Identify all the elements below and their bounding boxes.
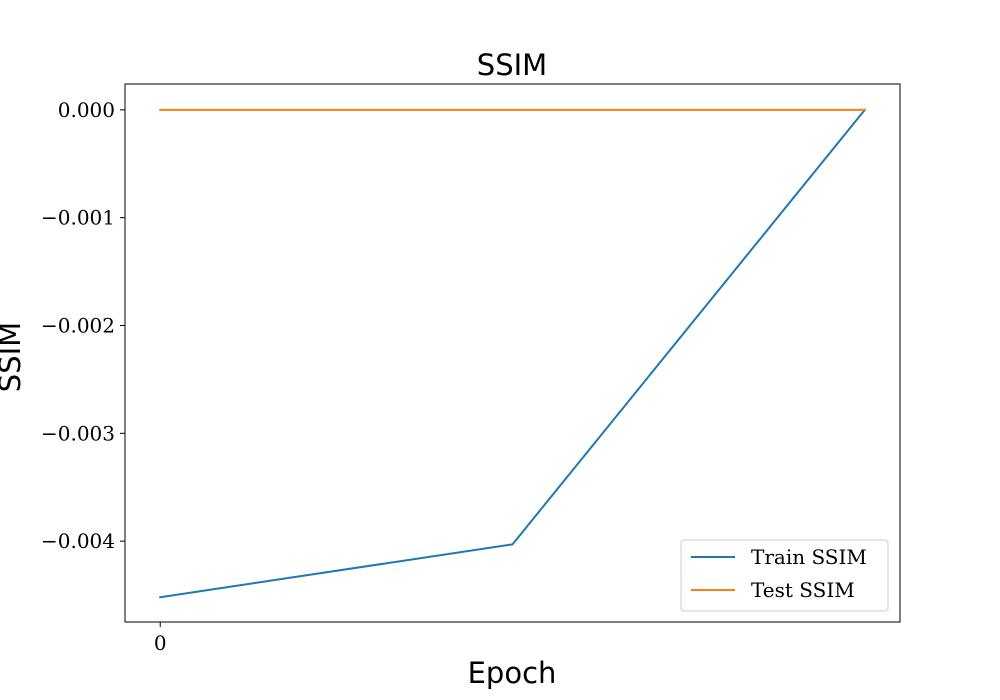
- y-tick-label: −0.004: [41, 529, 115, 553]
- y-axis: 0.000 −0.001 −0.002 −0.003 −0.004: [41, 98, 125, 553]
- y-tick-label: −0.002: [41, 314, 115, 338]
- y-tick-label: −0.003: [41, 421, 115, 445]
- plot-area: [124, 83, 901, 623]
- x-axis-label: Epoch: [468, 656, 557, 690]
- x-axis: 0: [154, 622, 167, 655]
- series-line-train-ssim: [159, 108, 867, 599]
- legend-label-train-ssim: Train SSIM: [751, 545, 867, 569]
- y-tick-label: −0.001: [41, 206, 115, 230]
- y-axis-label: SSIM: [0, 322, 27, 392]
- series-layer: [159, 108, 867, 599]
- x-tick-label: 0: [154, 631, 167, 655]
- y-tick-label: 0.000: [58, 98, 115, 122]
- legend: Train SSIM Test SSIM: [680, 539, 889, 612]
- plot-frame: [124, 83, 901, 623]
- chart-title: SSIM: [477, 48, 547, 82]
- legend-label-test-ssim: Test SSIM: [751, 578, 855, 602]
